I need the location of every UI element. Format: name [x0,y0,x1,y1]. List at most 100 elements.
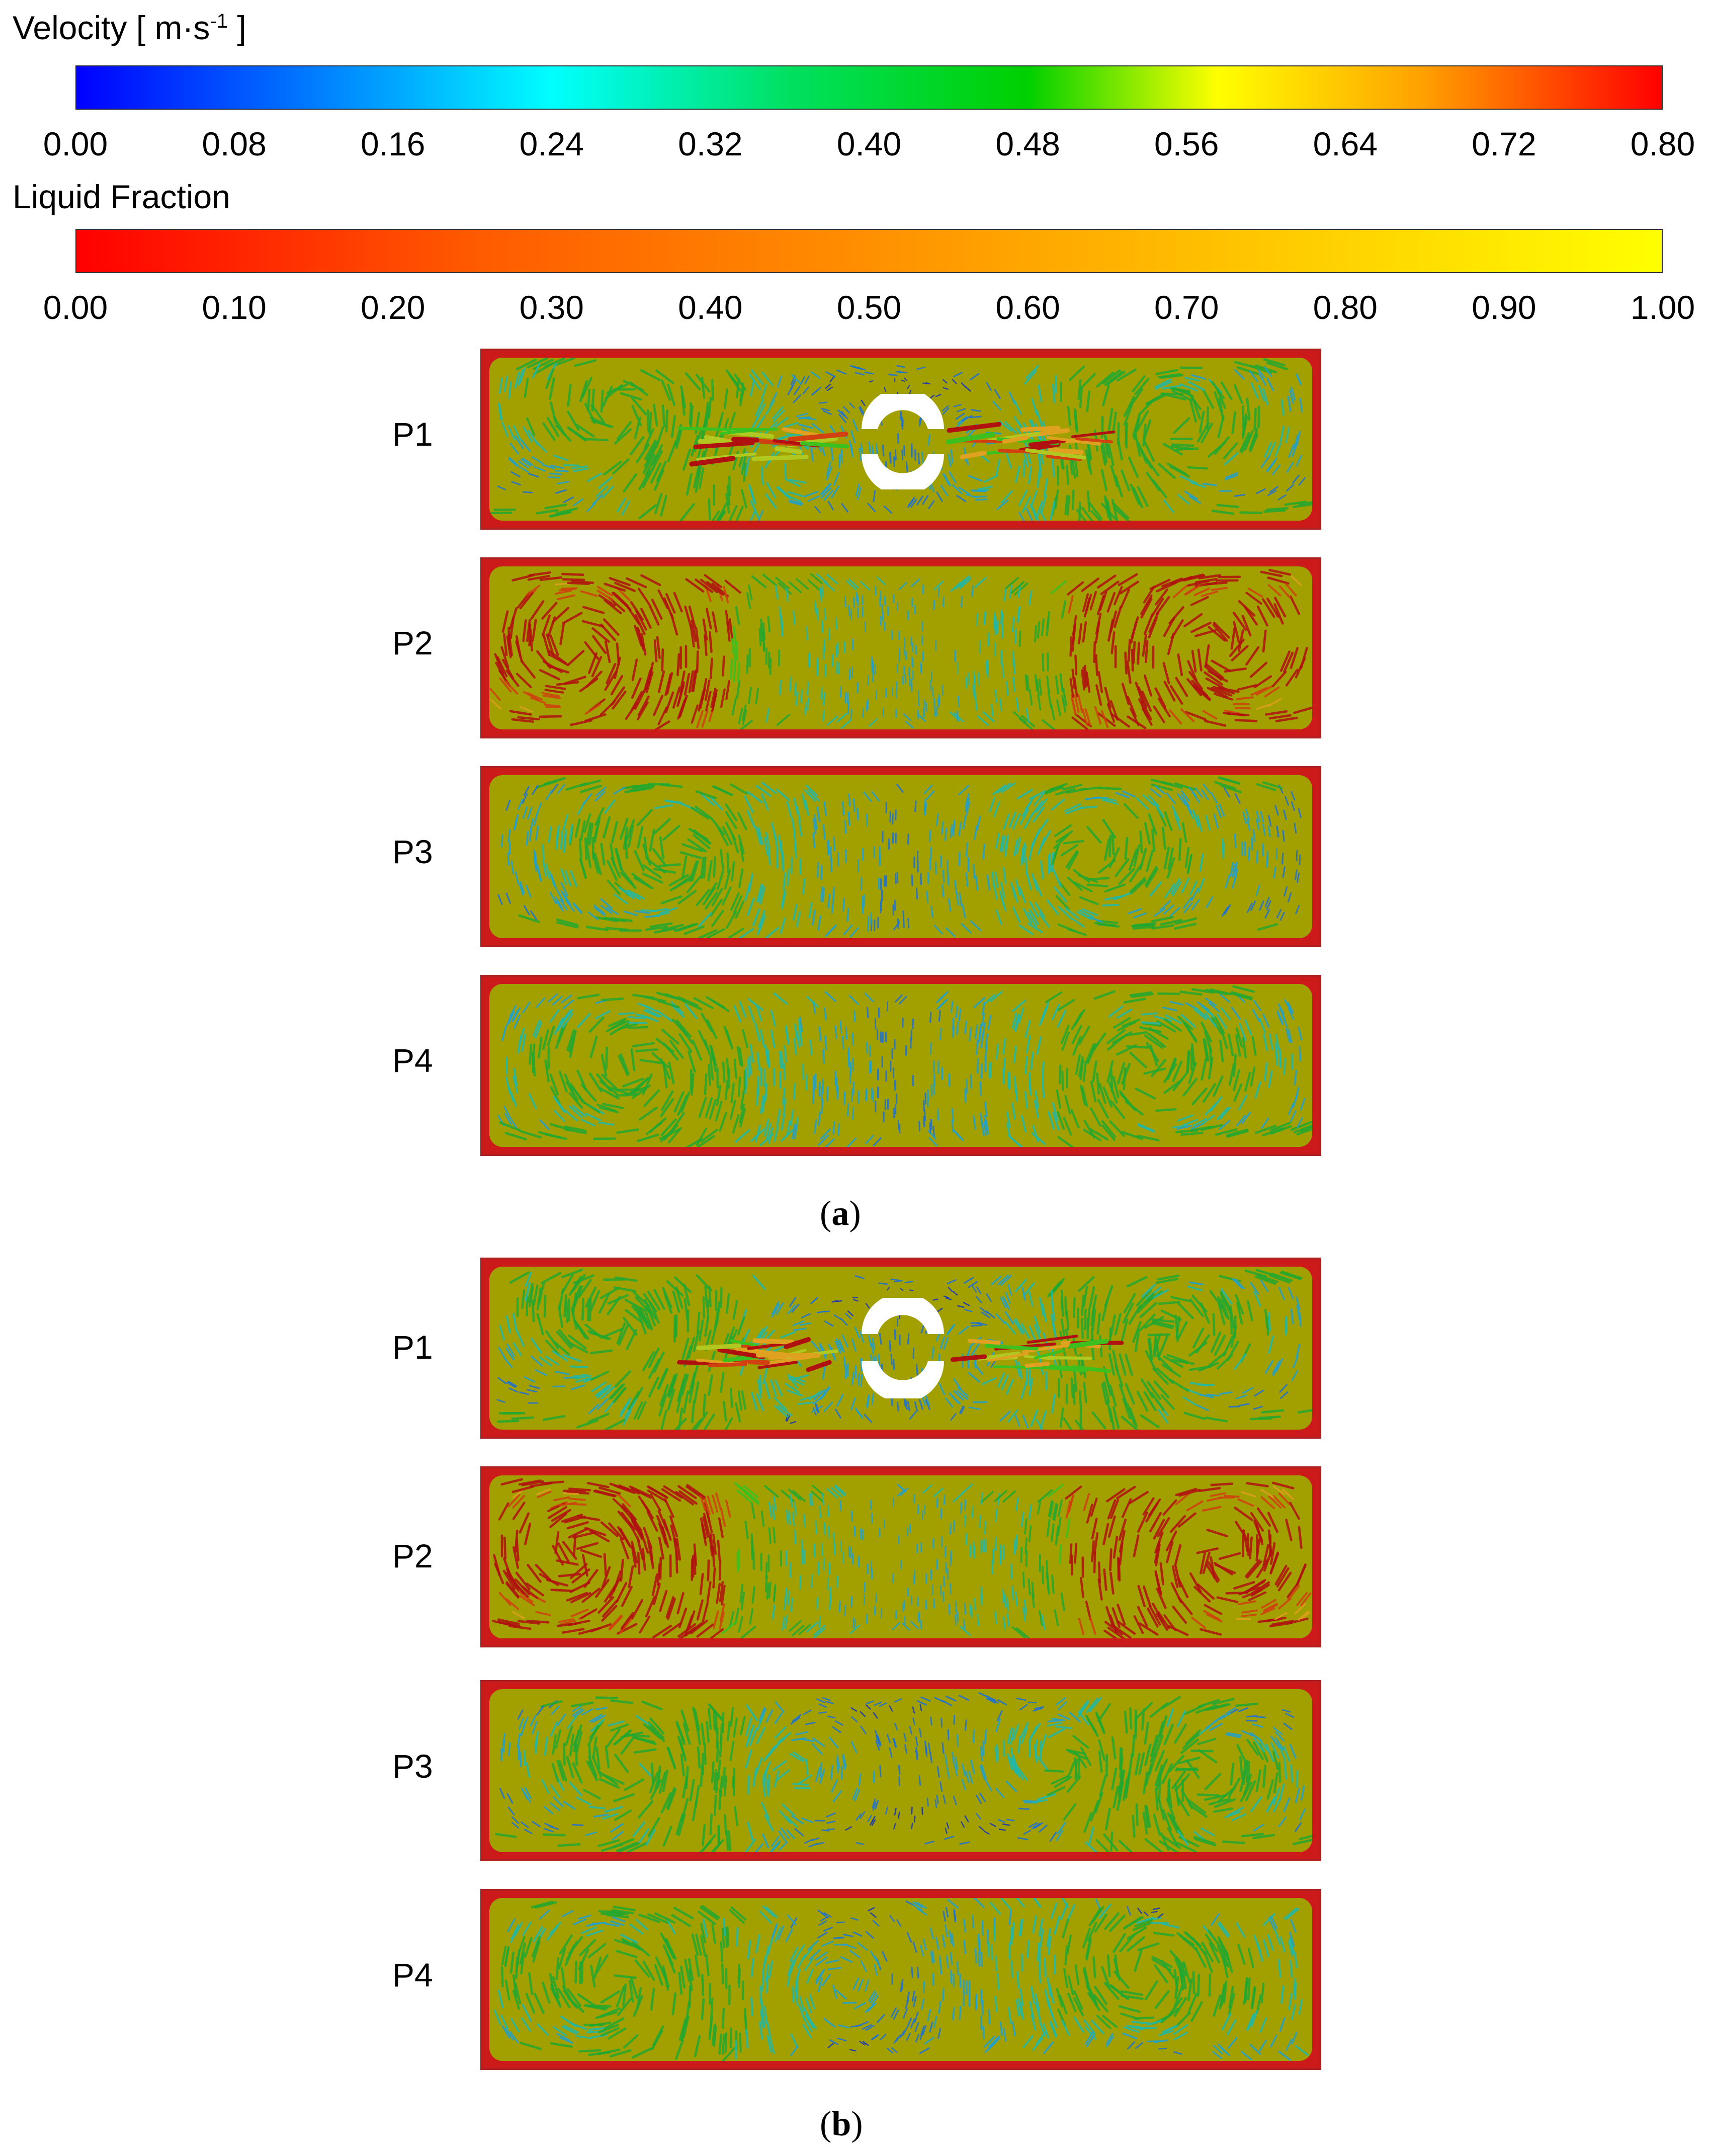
velocity-vector [915,1736,918,1747]
solid-region [489,775,1312,938]
velocity-vector [947,422,1002,433]
velocity-vector [1268,442,1276,457]
velocity-vector [786,801,792,818]
velocity-vector [871,791,880,801]
velocity-vector [1108,1353,1116,1376]
velocity-vector [649,922,673,928]
velocity-vector [1101,1299,1109,1321]
velocity-vector [1094,922,1117,927]
velocity-vector [1250,1581,1270,1595]
velocity-vector [991,1275,1002,1285]
velocity-vector [1283,651,1294,673]
velocity-vector [864,992,874,1003]
velocity-vector [1039,913,1050,928]
velocity-vector [824,1320,834,1327]
velocity-vector [731,834,739,854]
velocity-vector [725,610,730,630]
velocity-vector [738,928,754,938]
velocity-vector [638,1496,651,1513]
velocity-vector [1250,1512,1264,1532]
velocity-vector [1000,1297,1007,1308]
velocity-vector [816,573,828,585]
velocity-vector [610,1020,629,1030]
velocity-vector [814,506,821,514]
velocity-vector [526,885,532,898]
velocity-vector [683,1298,689,1321]
velocity-vector [942,1742,945,1755]
velocity-vector [653,818,671,835]
velocity-vector [956,710,959,722]
velocity-vector [998,421,1012,432]
velocity-vector [705,882,718,901]
velocity-vector [983,1121,987,1136]
velocity-vector [1196,1793,1220,1797]
velocity-vector [676,1095,688,1116]
velocity-vector [529,628,534,652]
velocity-vector [1261,1409,1285,1414]
velocity-vector [576,1542,599,1550]
velocity-vector [633,877,654,890]
velocity-vector [747,1775,750,1795]
velocity-vector [1086,390,1090,412]
velocity-vector [964,1309,973,1312]
velocity-vector [1206,896,1214,908]
velocity-vector [1036,679,1040,696]
velocity-vector [544,704,560,707]
velocity-vector [489,688,501,701]
velocity-vector [1234,493,1246,497]
velocity-vector [601,1386,615,1399]
velocity-vector [1092,1060,1097,1083]
velocity-vector [656,1515,666,1537]
velocity-vector [785,1588,788,1603]
velocity-vector [589,1714,603,1723]
velocity-vector [748,1055,752,1075]
velocity-vector [1262,1603,1278,1612]
velocity-vector [635,1048,658,1052]
velocity-vector [1004,1321,1016,1335]
velocity-vector [1208,442,1226,458]
velocity-vector [688,1337,696,1359]
velocity-vector [727,928,744,938]
velocity-vector [1184,377,1201,382]
velocity-vector [640,574,661,587]
velocity-vector [1220,1288,1233,1305]
velocity-vector [568,1487,591,1491]
velocity-vector [835,1300,842,1302]
velocity-vector [1274,442,1282,457]
velocity-vector [1112,411,1117,435]
velocity-vector [928,500,935,510]
velocity-vector [1090,1800,1099,1821]
velocity-vector [741,1625,756,1638]
velocity-vector [766,1583,770,1600]
velocity-vector [565,1725,573,1746]
velocity-vector [1184,1704,1206,1715]
velocity-vector [1198,1486,1221,1492]
velocity-vector [581,1119,596,1127]
velocity-vector [1218,1552,1241,1560]
velocity-vector [1236,1301,1243,1324]
velocity-vector [1057,999,1075,1011]
velocity-vector [509,616,515,639]
velocity-vector [1067,876,1083,891]
velocity-vector [594,807,605,826]
panel-label: P1 [392,1329,433,1366]
velocity-vector [789,1620,802,1632]
velocity-vector [987,1015,992,1030]
velocity-vector [1059,1544,1062,1564]
velocity-vector [735,1129,750,1143]
velocity-vector [1091,1518,1098,1540]
velocity-vector [1202,1506,1222,1512]
velocity-vector [584,713,607,722]
velocity-vector [695,790,717,799]
velocity-vector [1220,1298,1230,1320]
velocity-vector [657,1010,673,1022]
velocity-vector [799,1575,802,1590]
velocity-vector [768,1582,772,1599]
velocity-vector [546,633,555,656]
velocity-vector [999,1411,1011,1422]
velocity-vector [1122,1498,1132,1518]
velocity-vector [564,1128,587,1134]
velocity-vector [1159,900,1171,911]
velocity-vector [1135,1088,1156,1100]
velocity-vector [793,610,796,625]
